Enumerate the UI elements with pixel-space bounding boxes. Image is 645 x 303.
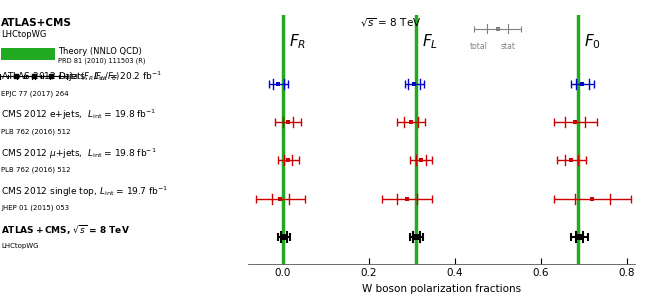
Text: Theory (NNLO QCD): Theory (NNLO QCD) xyxy=(58,47,142,56)
Text: ATLAS 2012 l+jets,  $L_{\mathrm{int}}$ = 20.2 fb$^{-1}$: ATLAS 2012 l+jets, $L_{\mathrm{int}}$ = … xyxy=(1,70,163,84)
Text: PRD 81 (2010) 111503 (R): PRD 81 (2010) 111503 (R) xyxy=(58,58,146,64)
Text: LHCtopWG: LHCtopWG xyxy=(1,243,39,249)
Text: CMS 2012 single top, $L_{\mathrm{int}}$ = 19.7 fb$^{-1}$: CMS 2012 single top, $L_{\mathrm{int}}$ … xyxy=(1,185,168,199)
Text: CMS 2012 e+jets,  $L_{\mathrm{int}}$ = 19.8 fb$^{-1}$: CMS 2012 e+jets, $L_{\mathrm{int}}$ = 19… xyxy=(1,108,157,122)
Text: Data ($F_R/F_L/F_0$): Data ($F_R/F_L/F_0$) xyxy=(58,70,121,82)
Text: total: total xyxy=(470,42,488,51)
Text: LHCtopWG: LHCtopWG xyxy=(1,30,46,39)
Text: PLB 762 (2016) 512: PLB 762 (2016) 512 xyxy=(1,128,71,135)
Text: JHEP 01 (2015) 053: JHEP 01 (2015) 053 xyxy=(1,205,70,211)
Text: EPJC 77 (2017) 264: EPJC 77 (2017) 264 xyxy=(1,90,69,97)
Text: $F_0$: $F_0$ xyxy=(584,32,600,51)
Text: ATLAS+CMS: ATLAS+CMS xyxy=(1,18,72,28)
Text: $\mathbf{ATLAS+CMS}$, $\sqrt{s}$ = 8 TeV: $\mathbf{ATLAS+CMS}$, $\sqrt{s}$ = 8 TeV xyxy=(1,223,130,237)
Text: CMS 2012 $\mu$+jets,  $L_{\mathrm{int}}$ = 19.8 fb$^{-1}$: CMS 2012 $\mu$+jets, $L_{\mathrm{int}}$ … xyxy=(1,146,157,161)
Text: $\sqrt{s}$ = 8 TeV: $\sqrt{s}$ = 8 TeV xyxy=(360,16,422,29)
X-axis label: W boson polarization fractions: W boson polarization fractions xyxy=(362,284,521,294)
Text: stat: stat xyxy=(501,42,516,51)
Text: PLB 762 (2016) 512: PLB 762 (2016) 512 xyxy=(1,167,71,173)
Text: $F_L$: $F_L$ xyxy=(422,32,439,51)
Text: $F_R$: $F_R$ xyxy=(289,32,306,51)
